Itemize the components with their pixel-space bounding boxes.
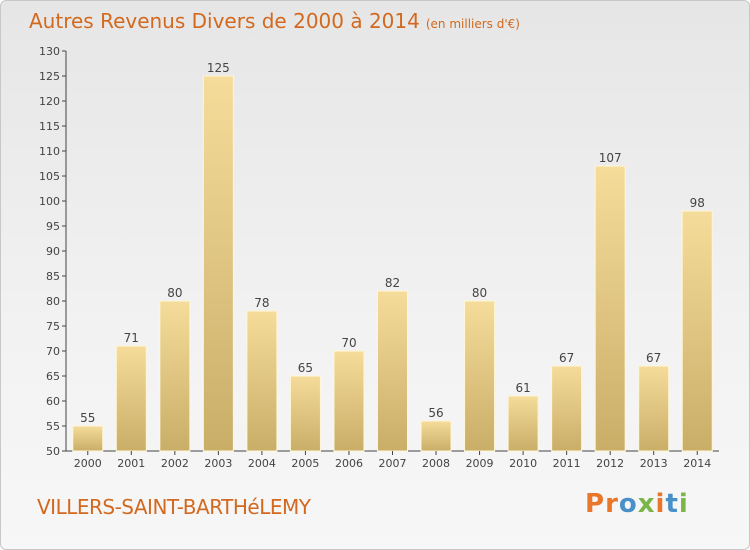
x-tick-label: 2014 xyxy=(683,457,711,470)
y-tick-label: 105 xyxy=(39,170,60,183)
y-tick-label: 125 xyxy=(39,70,60,83)
x-tick-label: 2004 xyxy=(248,457,276,470)
data-label: 125 xyxy=(207,61,230,75)
data-label: 80 xyxy=(472,286,487,300)
data-label: 78 xyxy=(254,296,269,310)
bar xyxy=(551,365,583,452)
y-tick-label: 110 xyxy=(39,145,60,158)
x-tick-label: 2002 xyxy=(161,457,189,470)
bar xyxy=(638,365,670,452)
bar xyxy=(289,375,321,452)
y-tick-label: 85 xyxy=(46,270,60,283)
data-label: 98 xyxy=(690,196,705,210)
x-tick-label: 2006 xyxy=(335,457,363,470)
data-label: 65 xyxy=(298,361,313,375)
data-label: 107 xyxy=(599,151,622,165)
y-tick-label: 115 xyxy=(39,120,60,133)
data-label: 67 xyxy=(559,351,574,365)
logo-letter: o xyxy=(618,489,638,519)
data-label: 71 xyxy=(124,331,139,345)
x-tick-label: 2007 xyxy=(379,457,407,470)
bar xyxy=(333,350,365,452)
y-tick-label: 70 xyxy=(46,345,60,358)
x-tick-label: 2012 xyxy=(596,457,624,470)
data-label: 61 xyxy=(515,381,530,395)
x-tick-label: 2013 xyxy=(640,457,668,470)
data-label: 55 xyxy=(80,411,95,425)
y-tick-label: 60 xyxy=(46,395,60,408)
logo-letter: x xyxy=(637,489,656,519)
commune-name: VILLERS-SAINT-BARTHéLEMY xyxy=(37,495,311,519)
x-tick-label: 2008 xyxy=(422,457,450,470)
bar xyxy=(377,290,408,452)
y-tick-label: 55 xyxy=(46,420,60,433)
data-label: 80 xyxy=(167,286,182,300)
chart-title: Autres Revenus Divers de 2000 à 2014 (en … xyxy=(29,9,520,33)
data-label: 70 xyxy=(341,336,356,350)
x-tick-label: 2011 xyxy=(553,457,581,470)
y-tick-label: 90 xyxy=(46,245,60,258)
y-tick-label: 65 xyxy=(46,370,60,383)
bar xyxy=(594,165,626,452)
bar xyxy=(420,420,452,452)
y-tick-label: 75 xyxy=(46,320,60,333)
bar xyxy=(464,300,496,452)
logo-letter: i xyxy=(655,489,666,519)
logo-letter: P xyxy=(585,489,606,519)
y-tick-label: 80 xyxy=(46,295,60,308)
data-label: 56 xyxy=(428,406,443,420)
logo-letter: r xyxy=(605,489,619,519)
x-tick-label: 2005 xyxy=(291,457,319,470)
logo-letter: t xyxy=(665,489,679,519)
data-label: 82 xyxy=(385,276,400,290)
bar xyxy=(202,75,234,452)
logo-letter: i xyxy=(678,489,689,519)
y-tick-label: 95 xyxy=(46,220,60,233)
chart-unit-text: (en milliers d'€) xyxy=(425,17,520,31)
bar xyxy=(246,310,278,452)
chart-title-text: Autres Revenus Divers de 2000 à 2014 xyxy=(29,9,420,33)
y-tick-label: 100 xyxy=(39,195,60,208)
x-tick-label: 2010 xyxy=(509,457,537,470)
bar xyxy=(681,210,713,452)
y-tick-label: 120 xyxy=(39,95,60,108)
bar xyxy=(72,425,104,452)
x-tick-label: 2001 xyxy=(117,457,145,470)
bar xyxy=(507,395,539,452)
x-tick-label: 2009 xyxy=(466,457,494,470)
data-label: 67 xyxy=(646,351,661,365)
y-tick-label: 130 xyxy=(39,45,60,58)
x-tick-label: 2000 xyxy=(74,457,102,470)
y-tick-label: 50 xyxy=(46,445,60,458)
bar xyxy=(115,345,147,452)
proxiti-logo: Proxiti xyxy=(585,489,689,519)
bar xyxy=(159,300,191,452)
x-tick-label: 2003 xyxy=(204,457,232,470)
